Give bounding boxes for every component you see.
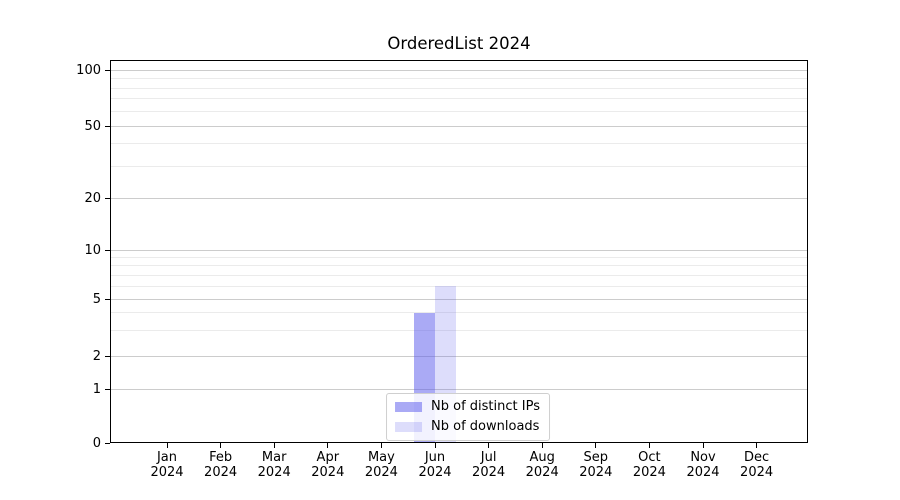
y-tick-label: 20: [84, 190, 101, 206]
x-tick-mark: [488, 443, 490, 448]
x-tick-label: May 2024: [349, 450, 413, 480]
y-gridline-major: [110, 249, 808, 251]
x-tick-month: Jun: [424, 450, 446, 465]
y-tick-mark: [105, 197, 110, 199]
legend-label: Nb of distinct IPs: [431, 399, 540, 414]
y-gridline-minor: [110, 274, 808, 276]
plot-area: Nb of distinct IPs Nb of downloads: [110, 60, 808, 443]
x-tick-mark: [166, 443, 168, 448]
x-tick-year: 2024: [632, 465, 666, 480]
x-tick-label: Jan 2024: [135, 450, 199, 480]
x-tick-mark: [327, 443, 329, 448]
y-tick-label: 5: [92, 291, 101, 307]
y-tick-label: 1: [92, 381, 101, 397]
y-gridline-major: [110, 355, 808, 357]
x-tick-year: 2024: [686, 465, 720, 480]
y-tick-mark: [105, 249, 110, 251]
y-tick-label: 2: [92, 348, 101, 364]
y-tick-mark: [105, 298, 110, 300]
x-tick-label: Dec 2024: [725, 450, 789, 480]
y-tick-mark: [105, 388, 110, 390]
x-tick-mark: [702, 443, 704, 448]
y-gridline-minor: [110, 165, 808, 167]
y-tick-mark: [105, 442, 110, 444]
y-gridline-minor: [110, 330, 808, 332]
x-tick-year: 2024: [579, 465, 613, 480]
x-tick-label: Jun 2024: [403, 450, 467, 480]
x-tick-mark: [648, 443, 650, 448]
x-tick-mark: [220, 443, 222, 448]
x-tick-label: Mar 2024: [242, 450, 306, 480]
x-tick-month: Mar: [261, 450, 287, 465]
x-tick-label: Aug 2024: [510, 450, 574, 480]
y-gridline-minor: [110, 143, 808, 144]
y-gridline-major: [110, 125, 808, 127]
y-tick-label: 50: [84, 118, 101, 134]
x-tick-month: Feb: [209, 450, 233, 465]
x-tick-label: Feb 2024: [189, 450, 253, 480]
y-gridline-minor: [110, 312, 808, 314]
x-tick-year: 2024: [472, 465, 506, 480]
x-tick-month: Oct: [638, 450, 661, 465]
x-tick-month: Aug: [529, 450, 555, 465]
y-gridline-major: [110, 69, 808, 71]
y-gridline-minor: [110, 285, 808, 287]
x-tick-month: Nov: [690, 450, 716, 465]
legend-entry: Nb of distinct IPs: [395, 399, 540, 414]
x-tick-year: 2024: [150, 465, 184, 480]
x-tick-year: 2024: [257, 465, 291, 480]
x-tick-mark: [595, 443, 597, 448]
legend-label: Nb of downloads: [431, 419, 540, 434]
x-tick-month: Sep: [583, 450, 609, 465]
y-gridline-minor: [110, 78, 808, 79]
x-tick-label: Jul 2024: [457, 450, 521, 480]
x-tick-mark: [756, 443, 758, 448]
x-tick-mark: [380, 443, 382, 448]
y-tick-label: 0: [92, 435, 101, 451]
x-tick-month: Jan: [156, 450, 178, 465]
x-tick-label: Sep 2024: [564, 450, 628, 480]
y-tick-label: 10: [84, 242, 101, 258]
x-tick-month: Apr: [316, 450, 340, 465]
y-tick-mark: [105, 69, 110, 71]
legend-entry: Nb of downloads: [395, 419, 540, 434]
legend-swatch: [395, 401, 423, 412]
y-tick-mark: [105, 355, 110, 357]
y-tick-mark: [105, 125, 110, 127]
y-gridline-minor: [110, 257, 808, 258]
x-tick-month: Dec: [744, 450, 770, 465]
x-tick-year: 2024: [364, 465, 398, 480]
x-tick-month: May: [367, 450, 395, 465]
x-tick-mark: [434, 443, 436, 448]
x-tick-month: Jul: [480, 450, 497, 465]
x-tick-mark: [541, 443, 543, 448]
x-tick-label: Apr 2024: [296, 450, 360, 480]
x-tick-year: 2024: [525, 465, 559, 480]
y-gridline-major: [110, 388, 808, 390]
legend: Nb of distinct IPs Nb of downloads: [386, 393, 550, 441]
y-gridline-minor: [110, 98, 808, 100]
legend-swatch: [395, 421, 423, 432]
y-gridline-minor: [110, 265, 808, 267]
y-tick-label: 100: [76, 62, 101, 78]
x-tick-year: 2024: [311, 465, 345, 480]
y-gridline-minor: [110, 110, 808, 112]
x-tick-label: Nov 2024: [671, 450, 735, 480]
x-tick-mark: [273, 443, 275, 448]
x-tick-year: 2024: [418, 465, 452, 480]
y-gridline-major: [110, 197, 808, 199]
x-tick-year: 2024: [740, 465, 774, 480]
y-gridline-major: [110, 298, 808, 300]
y-gridline-minor: [110, 87, 808, 89]
x-tick-label: Oct 2024: [617, 450, 681, 480]
x-tick-year: 2024: [204, 465, 238, 480]
chart-title: OrderedList 2024: [387, 34, 531, 53]
